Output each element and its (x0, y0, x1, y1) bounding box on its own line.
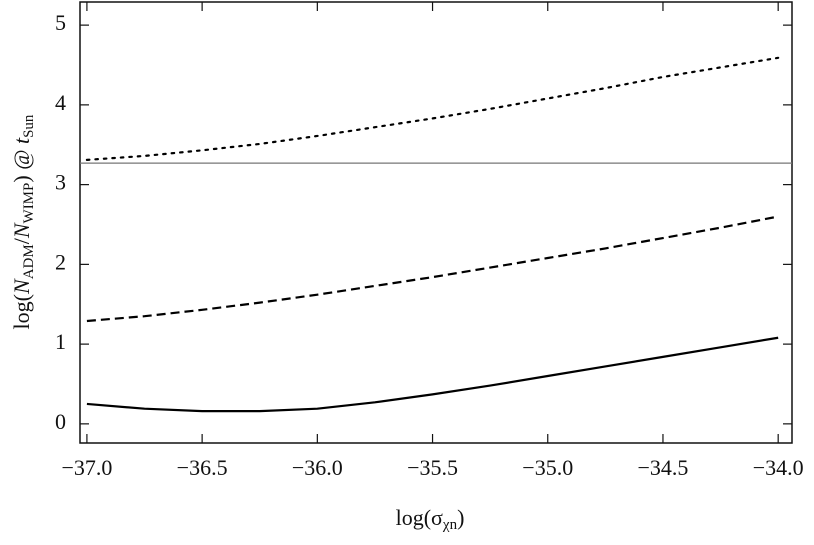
y-tick-label: 4 (55, 90, 66, 115)
x-tick-label: −36.0 (292, 455, 343, 480)
y-label-part: t (9, 137, 34, 144)
y-tick-label: 1 (55, 329, 66, 354)
x-tick-label: −37.0 (61, 455, 112, 480)
y-label-part: / (9, 237, 34, 244)
y-label-sub: Sun (21, 114, 37, 138)
plot-frame (79, 1, 793, 444)
x-tick-label: −36.5 (177, 455, 228, 480)
x-label-sub: χn (442, 517, 458, 533)
y-label-part: ) @ (9, 144, 34, 183)
series-line (85, 56, 780, 161)
x-label-part: log(σ (396, 505, 443, 530)
x-tick-label: −35.0 (522, 455, 573, 480)
y-axis-label: log(NADM/NWIMP) @ tSun (9, 114, 37, 329)
series-line (86, 215, 779, 323)
y-label-sub: ADM (21, 244, 37, 279)
y-tick-label: 0 (55, 409, 66, 434)
y-label-sub: WIMP (21, 183, 37, 224)
x-axis-label: log(σχn) (396, 505, 465, 533)
y-tick-label: 2 (55, 249, 66, 274)
x-tick-label: −35.5 (407, 455, 458, 480)
y-tick-label: 3 (55, 170, 66, 195)
y-label-part: N (9, 222, 34, 239)
x-label-part: ) (457, 505, 464, 530)
x-tick-label: −34.0 (753, 455, 804, 480)
y-tick-label: 5 (55, 10, 66, 35)
x-tick-label: −34.5 (638, 455, 689, 480)
series-line (86, 336, 779, 413)
y-label-part: N (9, 278, 34, 295)
y-label-part: log( (9, 294, 34, 329)
